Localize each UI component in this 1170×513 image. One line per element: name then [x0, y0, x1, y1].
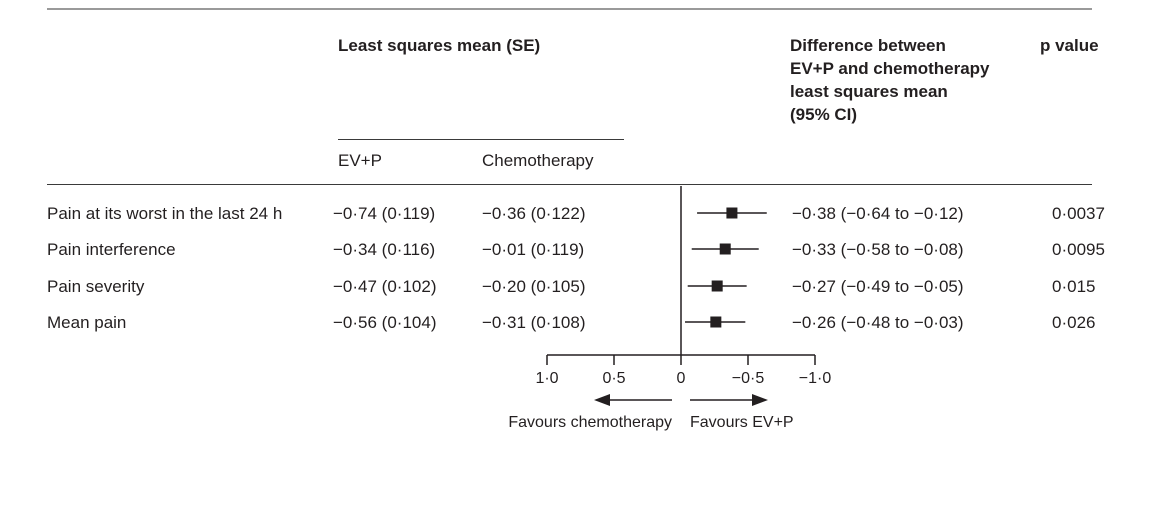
header-rule [47, 184, 1092, 185]
x-tick-label: 0 [677, 370, 686, 387]
row-chemo: −0·01 (0·119) [482, 240, 585, 259]
row-difference: −0·33 (−0·58 to −0·08) [792, 240, 964, 259]
row-difference: −0·38 (−0·64 to −0·12) [792, 204, 964, 223]
row-pvalue: 0·0037 [1052, 204, 1105, 223]
row-evp: −0·56 (0·104) [333, 313, 437, 332]
top-rule [47, 8, 1092, 10]
estimate-marker [726, 207, 738, 219]
row-label: Pain severity [47, 277, 145, 296]
header-difference-line-3: least squares mean [790, 82, 948, 101]
row-chemo: −0·36 (0·122) [482, 204, 586, 223]
row-difference: −0·26 (−0·48 to −0·03) [792, 313, 964, 332]
row-label: Pain at its worst in the last 24 h [47, 204, 283, 223]
header-difference-line-1: Difference between [790, 36, 946, 55]
estimate-marker [710, 316, 722, 328]
row-evp: −0·74 (0·119) [333, 204, 436, 223]
lsmean-underline [338, 139, 624, 140]
row-pvalue: 0·0095 [1052, 240, 1105, 259]
header-pvalue: p value [1040, 36, 1099, 55]
favours-left-arrowhead [594, 394, 610, 406]
x-tick-label: −1·0 [799, 370, 832, 387]
header-chemo: Chemotherapy [482, 151, 594, 170]
x-tick-label: 0·5 [602, 370, 625, 387]
header-difference-line-2: EV+P and chemotherapy [790, 59, 990, 78]
estimate-marker [711, 280, 723, 292]
x-tick-label: −0·5 [732, 370, 765, 387]
row-pvalue: 0·026 [1052, 313, 1096, 332]
favours-right-arrowhead [752, 394, 768, 406]
row-label: Pain interference [47, 240, 176, 259]
header-difference-line-4: (95% CI) [790, 105, 858, 124]
header-lsmean: Least squares mean (SE) [338, 36, 541, 55]
favours-chemotherapy-label: Favours chemotherapy [508, 414, 672, 431]
header-evp: EV+P [338, 151, 382, 170]
row-chemo: −0·20 (0·105) [482, 277, 586, 296]
row-pvalue: 0·015 [1052, 277, 1096, 296]
favours-evp-label: Favours EV+P [690, 414, 794, 431]
row-evp: −0·47 (0·102) [333, 277, 437, 296]
row-chemo: −0·31 (0·108) [482, 313, 586, 332]
header-difference: Difference between EV+P and chemotherapy… [790, 34, 990, 126]
estimate-marker [719, 243, 731, 255]
row-label: Mean pain [47, 313, 127, 332]
row-evp: −0·34 (0·116) [333, 240, 436, 259]
x-tick-label: 1·0 [535, 370, 558, 387]
row-difference: −0·27 (−0·49 to −0·05) [792, 277, 964, 296]
